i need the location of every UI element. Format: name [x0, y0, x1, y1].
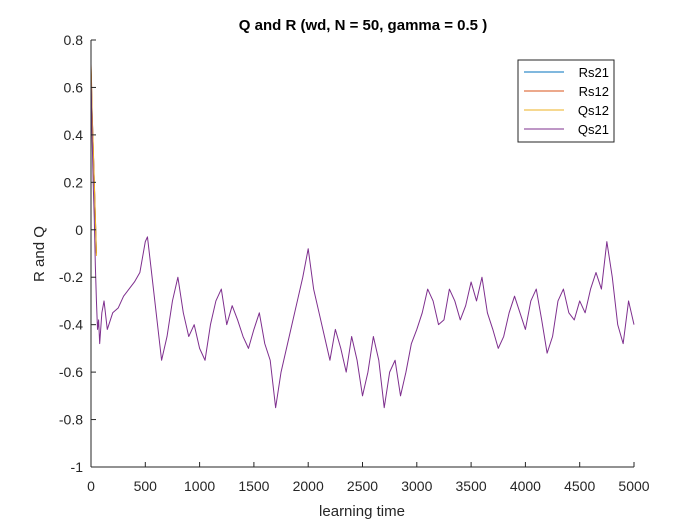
y-tick-label: -1 [71, 459, 84, 475]
y-tick-label: -0.6 [59, 364, 83, 380]
y-tick-label: -0.2 [59, 269, 83, 285]
y-axis-ticks: -1 -0.8 -0.6 -0.4 -0.2 0 0.2 0.4 0.6 0.8 [59, 32, 96, 475]
x-axis-ticks: 0 500 1000 1500 2000 2500 3000 3500 4000 4500 5000 [87, 462, 650, 494]
legend-entries: Rs21 Rs12 Qs12 Qs21 [524, 65, 609, 137]
x-tick-label: 4500 [564, 478, 595, 494]
x-tick-label: 3500 [456, 478, 487, 494]
y-tick-label: 0.8 [64, 32, 84, 48]
x-tick-label: 4000 [510, 478, 541, 494]
legend-label: Rs21 [579, 65, 609, 80]
legend-box [517, 59, 615, 143]
y-tick-label: -0.4 [59, 317, 83, 333]
y-tick-label: -0.8 [59, 412, 83, 428]
legend-label: Qs12 [578, 103, 609, 118]
y-tick-label: 0 [75, 222, 83, 238]
x-tick-label: 2000 [293, 478, 324, 494]
y-tick-label: 0.4 [64, 127, 84, 143]
x-tick-label: 1500 [238, 478, 269, 494]
x-tick-label: 3000 [401, 478, 432, 494]
legend-label: Rs12 [579, 84, 609, 99]
legend-label: Qs21 [578, 122, 609, 137]
x-axis-label: learning time [319, 503, 405, 520]
x-tick-label: 0 [87, 478, 95, 494]
chart-title: Q and R (wd, N = 50, gamma = 0.5 ) [239, 17, 487, 34]
legend: Rs21 Rs12 Qs12 Qs21 [517, 59, 615, 143]
x-tick-label: 1000 [184, 478, 215, 494]
x-tick-label: 5000 [618, 478, 649, 494]
x-tick-label: 2500 [347, 478, 378, 494]
series-line-qs21 [90, 73, 635, 409]
y-axis-label: R and Q [31, 226, 48, 282]
y-tick-label: 0.2 [64, 174, 84, 190]
y-tick-label: 0.6 [64, 79, 84, 95]
x-tick-label: 500 [134, 478, 158, 494]
